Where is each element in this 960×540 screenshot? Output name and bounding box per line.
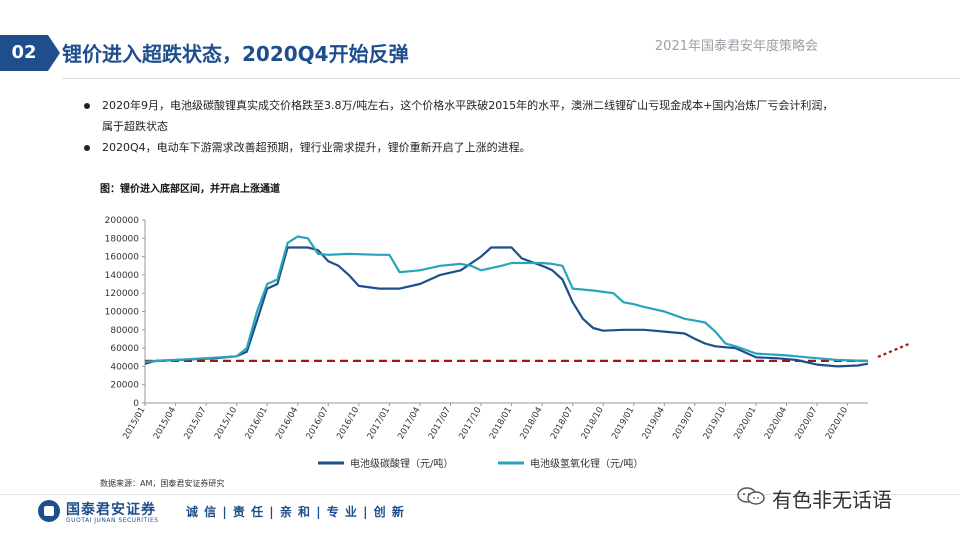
x-tick-label: 2017/07	[427, 406, 453, 442]
y-tick-label: 60000	[110, 344, 139, 354]
x-tick-label: 2019/01	[610, 406, 636, 442]
lithium-price-chart: 0 20000 40000 60000 80000 100000 120000 140000 1…	[105, 216, 910, 470]
conference-title: 2021年国泰君安年度策略会	[654, 39, 818, 54]
brand-name: 国泰君安证券	[66, 502, 156, 518]
series-line	[144, 235, 869, 363]
footer-divider	[0, 494, 960, 495]
x-tick-label: 2019/10	[702, 406, 728, 442]
x-tick-label: 2016/01	[243, 406, 269, 442]
x-tick-label: 2016/10	[335, 406, 361, 442]
wechat-account-name: 有色非无话语	[772, 488, 892, 512]
y-tick-label: 100000	[105, 308, 140, 318]
y-tick-label: 40000	[110, 362, 139, 372]
x-tick-label: 2015/10	[213, 406, 239, 442]
title-divider	[62, 78, 960, 79]
brand-logo-icon	[38, 500, 60, 522]
x-tick-label: 2019/07	[671, 406, 697, 442]
brand-name-english: GUOTAI JUNAN SECURITIES	[66, 517, 159, 524]
y-tick-label: 180000	[105, 234, 140, 244]
x-tick-label: 2020/04	[763, 406, 789, 442]
bullet-item: 2020Q4，电动车下游需求改善超预期，锂行业需求提升，锂价重新开启了上涨的进程…	[84, 137, 844, 158]
trend-arrow-line	[877, 342, 910, 358]
x-tick-label: 2020/01	[732, 406, 758, 442]
x-tick-label: 2018/04	[518, 406, 544, 442]
legend-label: 电池级碳酸锂（元/吨）	[350, 457, 453, 470]
y-tick-label: 160000	[105, 253, 140, 263]
x-tick-label: 2016/07	[305, 406, 331, 442]
x-tick-label: 2017/04	[396, 406, 422, 442]
x-tick-label: 2015/07	[182, 406, 208, 442]
x-tick-label: 2020/07	[793, 406, 819, 442]
y-tick-label: 120000	[105, 289, 140, 299]
y-tick-label: 140000	[105, 271, 140, 281]
y-tick-label: 20000	[110, 381, 139, 391]
brand-tagline: 诚 信 | 责 任 | 亲 和 | 专 业 | 创 新	[186, 505, 405, 519]
y-tick-label: 0	[133, 399, 139, 409]
x-tick-label: 2016/04	[274, 406, 300, 442]
x-tick-label: 2018/07	[549, 406, 575, 442]
bullet-list: 2020年9月，电池级碳酸锂真实成交价格跌至3.8万/吨左右，这个价格水平跌破2…	[84, 95, 844, 158]
x-tick-label: 2015/04	[152, 406, 178, 442]
x-tick-label: 2020/10	[824, 406, 850, 442]
y-tick-label: 200000	[105, 216, 140, 226]
page-title: 锂价进入超跌状态，2020Q4开始反弹	[62, 42, 409, 66]
section-number-badge: 02	[0, 35, 60, 71]
x-tick-label: 2015/01	[121, 406, 147, 442]
wechat-icon	[737, 487, 765, 505]
chart-caption: 图：锂价进入底部区间，并开启上涨通道	[100, 184, 280, 195]
bullet-item: 2020年9月，电池级碳酸锂真实成交价格跌至3.8万/吨左右，这个价格水平跌破2…	[84, 95, 844, 137]
y-tick-label: 80000	[110, 326, 139, 336]
x-tick-label: 2017/10	[457, 406, 483, 442]
x-tick-label: 2019/04	[641, 406, 667, 442]
legend-label: 电池级氢氧化锂（元/吨）	[530, 457, 643, 470]
x-tick-label: 2018/10	[580, 406, 606, 442]
x-tick-label: 2017/01	[366, 406, 392, 442]
data-source: 数据来源：AM，国泰君安证券研究	[100, 479, 225, 488]
x-tick-label: 2018/01	[488, 406, 514, 442]
series-line	[144, 246, 869, 368]
